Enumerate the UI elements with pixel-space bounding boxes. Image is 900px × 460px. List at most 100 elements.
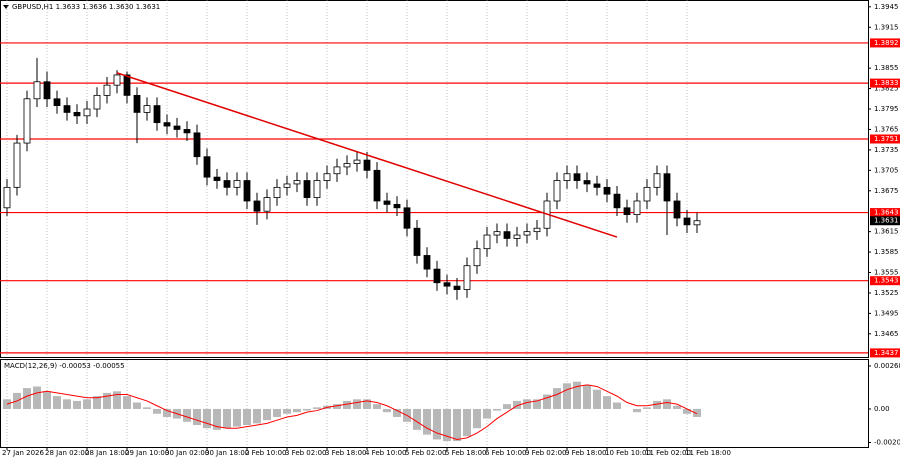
candle-body [693, 220, 701, 226]
level-label-bg [870, 134, 900, 144]
macd-bar [123, 396, 131, 409]
macd-bar [613, 402, 621, 409]
candle-body [3, 186, 11, 209]
y-tick-label: 1.3945 [874, 3, 899, 11]
y-tick-label: 1.3765 [874, 125, 899, 133]
y-tick-label: 1.3585 [874, 248, 899, 256]
candle-body [253, 200, 261, 212]
macd-bar [133, 402, 141, 409]
macd-bar [3, 399, 11, 409]
macd-bar [493, 408, 501, 411]
candle-body [13, 142, 21, 188]
candle-body [153, 105, 161, 124]
macd-bar [53, 396, 61, 409]
macd-bar [343, 400, 351, 409]
macd-bar [353, 399, 361, 409]
x-tick-label: 4 Feb 10:00 [365, 449, 406, 457]
macd-bar [673, 405, 681, 409]
macd-signal [6, 384, 698, 440]
candle-body [633, 200, 641, 216]
candle-body [213, 176, 221, 181]
candle-body [23, 98, 31, 144]
macd-bar [503, 404, 511, 409]
candle-body [433, 268, 441, 284]
level-label-bg [870, 38, 900, 48]
level-label: 1.3437 [874, 349, 899, 357]
macd-bar [443, 408, 451, 442]
macd-bar [653, 400, 661, 409]
candle-body [183, 129, 191, 134]
y-tick-label: -0.00209 [874, 439, 900, 447]
level-label: 1.3543 [874, 277, 899, 285]
macd-bar [573, 381, 581, 409]
macd-bar [233, 408, 241, 427]
macd-bar [263, 408, 271, 421]
candle-body [193, 132, 201, 158]
macd-bar [633, 408, 641, 413]
y-tick-label: 1.3825 [874, 85, 899, 93]
candle-body [223, 180, 231, 188]
y-tick-label: 1.3735 [874, 146, 899, 154]
macd-bar [23, 388, 31, 409]
x-tick-label: 9 Feb 02:00 [525, 449, 566, 457]
candle-body [43, 81, 51, 100]
candle-body [53, 98, 61, 107]
candle-body [373, 169, 381, 202]
chart-title: GBPUSD,H1 1.3633 1.3636 1.3630 1.3631 [12, 3, 160, 11]
candle-body [333, 166, 341, 175]
macd-bar [433, 408, 441, 440]
title-icon [3, 5, 9, 9]
macd-bar [113, 391, 121, 409]
candle-body [463, 265, 471, 290]
macd-bar [193, 408, 201, 426]
macd-bar [553, 388, 561, 409]
macd-bar [183, 408, 191, 422]
x-tick-label: 5 Feb 18:00 [445, 449, 486, 457]
macd-bar [63, 399, 71, 409]
candle-body [393, 203, 401, 209]
candle-body [73, 112, 81, 117]
candle-body [553, 180, 561, 202]
x-tick-label: 2 Feb 10:00 [245, 449, 286, 457]
x-tick-label: 3 Feb 02:00 [285, 449, 326, 457]
macd-bar [593, 389, 601, 409]
macd-bar [313, 407, 321, 409]
candle-body [243, 180, 251, 202]
candle-body [283, 183, 291, 188]
y-tick-label: 1.3705 [874, 166, 899, 174]
candle-body [423, 255, 431, 270]
macd-bar [83, 399, 91, 409]
macd-bar [363, 399, 371, 409]
candle-body [413, 227, 421, 256]
y-tick-label: 1.3615 [874, 228, 899, 236]
candle-body [103, 84, 111, 96]
candle-body [583, 180, 591, 185]
level-label-bg [870, 276, 900, 286]
candle-body [143, 105, 151, 113]
candle-body [533, 227, 541, 233]
candle-body [643, 186, 651, 202]
y-tick-label: 1.3915 [874, 23, 899, 31]
candle-body [263, 197, 271, 212]
level-label: 1.3643 [874, 209, 899, 217]
candle-body [63, 105, 71, 113]
candle-body [473, 248, 481, 267]
macd-bar [103, 392, 111, 409]
y-tick-label: 1.3855 [874, 64, 899, 72]
candle-body [683, 217, 691, 226]
y-tick-label: 1.3465 [874, 330, 899, 338]
x-tick-label: 30 Jan 02:00 [165, 449, 209, 457]
candle-body [653, 173, 661, 188]
macd-bar [303, 408, 311, 411]
macd-bar [43, 391, 51, 409]
x-tick-label: 11 Feb 18:00 [685, 449, 731, 457]
x-tick-label: 10 Feb 10:00 [605, 449, 651, 457]
macd-bar [283, 408, 291, 414]
candle-body [403, 207, 411, 229]
candle-body [113, 74, 121, 86]
macd-bar [663, 399, 671, 409]
macd-bar [93, 396, 101, 409]
candle-body [33, 81, 41, 100]
x-tick-label: 28 Jan 02:00 [45, 449, 89, 457]
candle-body [503, 231, 511, 239]
